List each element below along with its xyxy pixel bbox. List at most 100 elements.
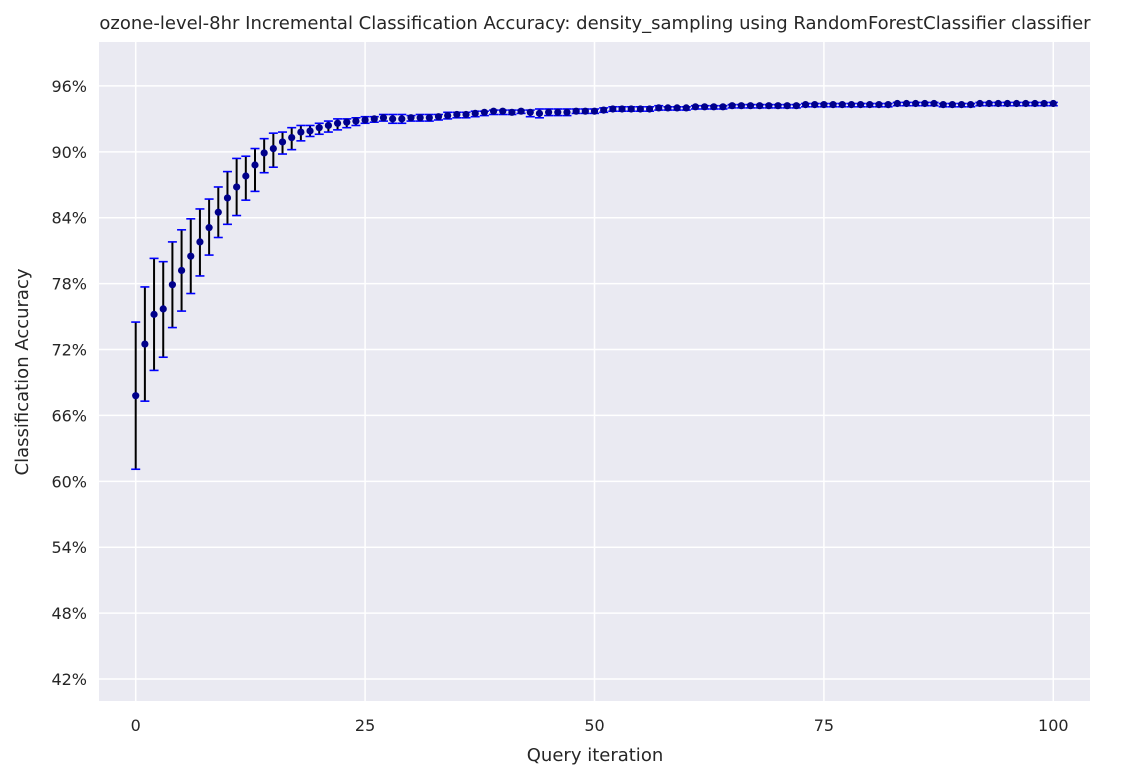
data-point bbox=[535, 109, 544, 117]
data-point bbox=[223, 194, 232, 202]
data-point bbox=[618, 105, 626, 113]
data-point bbox=[471, 109, 479, 117]
data-point bbox=[976, 99, 984, 108]
data-point bbox=[590, 107, 599, 115]
data-point bbox=[425, 114, 433, 122]
data-point bbox=[857, 101, 865, 109]
data-point bbox=[581, 107, 589, 115]
data-point bbox=[645, 105, 654, 113]
x-tick-label: 25 bbox=[355, 716, 375, 735]
data-point bbox=[664, 104, 672, 112]
data-point bbox=[242, 172, 250, 180]
data-point bbox=[141, 340, 149, 348]
data-point bbox=[820, 101, 828, 109]
data-point bbox=[489, 107, 498, 115]
data-point bbox=[563, 108, 571, 116]
data-points bbox=[132, 99, 1057, 400]
y-tick-label: 66% bbox=[51, 406, 87, 425]
data-point bbox=[333, 119, 342, 127]
data-point bbox=[1003, 99, 1012, 108]
data-point bbox=[609, 105, 617, 113]
y-tick-label: 42% bbox=[51, 670, 87, 689]
data-point bbox=[746, 102, 755, 110]
data-point bbox=[499, 107, 507, 115]
y-tick-label: 78% bbox=[51, 275, 87, 294]
data-point bbox=[792, 102, 800, 110]
data-point bbox=[875, 101, 883, 109]
y-tick-label: 96% bbox=[51, 77, 87, 96]
data-point bbox=[765, 102, 773, 110]
data-point bbox=[783, 102, 791, 110]
data-point bbox=[673, 104, 681, 112]
y-tick-label: 60% bbox=[51, 472, 87, 491]
data-point bbox=[554, 108, 562, 116]
data-point bbox=[389, 115, 397, 123]
data-point bbox=[756, 102, 764, 110]
data-point bbox=[407, 114, 415, 122]
x-tick-labels: 0 25 50 75 100 bbox=[131, 716, 1069, 735]
data-point bbox=[636, 105, 644, 113]
data-point bbox=[288, 133, 296, 142]
y-tick-label: 84% bbox=[51, 209, 87, 228]
data-point bbox=[967, 101, 975, 109]
data-point bbox=[416, 114, 424, 122]
data-point bbox=[251, 161, 259, 169]
x-tick-label: 50 bbox=[584, 716, 604, 735]
data-point bbox=[728, 102, 736, 110]
data-point bbox=[627, 105, 635, 113]
data-point bbox=[994, 99, 1002, 108]
data-point bbox=[893, 99, 901, 108]
x-axis-label: Query iteration bbox=[527, 745, 663, 766]
data-point bbox=[1049, 99, 1057, 108]
data-point bbox=[838, 101, 846, 109]
data-point bbox=[948, 101, 956, 109]
data-point bbox=[902, 99, 911, 108]
data-point bbox=[508, 108, 516, 116]
data-point bbox=[434, 113, 443, 121]
data-point bbox=[297, 128, 305, 136]
data-point bbox=[847, 101, 856, 109]
data-point bbox=[985, 99, 993, 108]
data-point bbox=[682, 104, 690, 112]
data-point bbox=[168, 281, 177, 289]
data-point bbox=[177, 266, 186, 275]
data-point bbox=[370, 115, 378, 123]
data-point bbox=[306, 127, 314, 135]
data-point bbox=[921, 99, 929, 108]
data-point bbox=[187, 252, 195, 260]
data-point bbox=[545, 108, 553, 116]
data-point bbox=[655, 104, 663, 112]
data-point bbox=[352, 117, 360, 125]
data-point bbox=[278, 138, 287, 146]
y-tick-label: 54% bbox=[51, 538, 87, 557]
data-point bbox=[1031, 99, 1039, 108]
data-point bbox=[691, 103, 700, 111]
data-point bbox=[453, 110, 461, 119]
data-point bbox=[912, 99, 920, 108]
data-point bbox=[801, 101, 810, 109]
data-point bbox=[572, 107, 580, 115]
data-point bbox=[811, 101, 819, 109]
data-point bbox=[517, 107, 525, 115]
data-point bbox=[774, 102, 782, 110]
data-point bbox=[260, 149, 268, 157]
x-tick-label: 0 bbox=[131, 716, 141, 735]
data-point bbox=[737, 102, 745, 110]
data-point bbox=[444, 111, 452, 120]
data-point bbox=[324, 121, 332, 130]
data-point bbox=[361, 116, 369, 124]
y-axis-label: Classification Accuracy bbox=[12, 268, 33, 475]
data-point bbox=[379, 114, 388, 122]
data-point bbox=[462, 110, 470, 119]
data-point bbox=[159, 305, 167, 313]
x-tick-label: 100 bbox=[1038, 716, 1069, 735]
data-point bbox=[930, 99, 938, 108]
y-tick-label: 72% bbox=[51, 341, 87, 360]
data-point bbox=[150, 310, 158, 318]
data-point bbox=[343, 118, 351, 126]
data-point bbox=[719, 103, 727, 111]
data-point bbox=[132, 392, 140, 400]
data-point bbox=[866, 101, 874, 109]
y-tick-label: 48% bbox=[51, 604, 87, 623]
data-point bbox=[526, 108, 534, 116]
